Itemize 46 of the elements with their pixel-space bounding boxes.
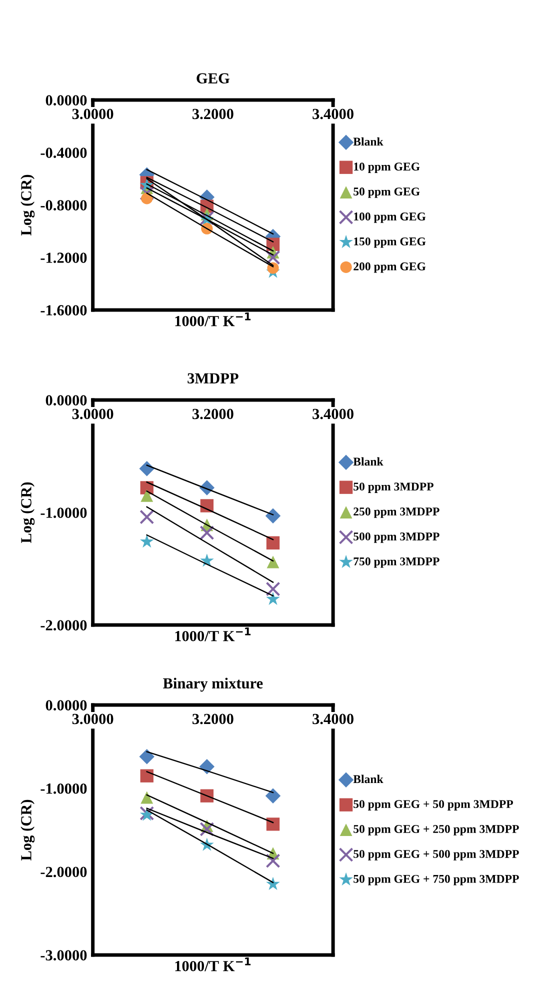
y-axis-title: Log (CR) (20, 482, 35, 544)
x-axis-title: 1000/T K$^{−1}$ (175, 627, 251, 642)
legend-label: 50 ppm GEG + 750 ppm 3MDPP (354, 874, 519, 886)
legend-label: 500 ppm 3MDPP (354, 532, 440, 543)
chart-title: Binary mixture (163, 678, 263, 692)
y-tick-label: -1.0000 (40, 783, 87, 794)
legend-label: 100 ppm GEG (354, 212, 426, 223)
y-tick-label: -3.0000 (40, 950, 87, 961)
y-tick-label: 0.0000 (46, 700, 87, 711)
x-tick-label: 3.2000 (192, 108, 234, 120)
legend-label: 50 ppm GEG (354, 188, 420, 198)
x-tick-label: 3.0000 (72, 408, 114, 420)
x-tick-label: 3.2000 (192, 714, 234, 724)
x-tick-label: 3.0000 (72, 108, 114, 120)
legend-label: 250 ppm 3MDPP (354, 508, 440, 518)
legend-label: 750 ppm 3MDPP (354, 557, 440, 568)
y-tick-label: -0.8000 (40, 200, 87, 211)
y-tick-label: -2.0000 (40, 866, 87, 878)
x-axis-title: 1000/T K$^{−1}$ (175, 312, 251, 326)
y-axis-title: Log (CR) (20, 800, 35, 861)
x-tick-label: 3.2000 (192, 408, 234, 420)
x-tick-label: 3.4000 (312, 108, 354, 120)
legend-label: 150 ppm GEG (354, 237, 426, 248)
legend-label: Blank (353, 457, 384, 466)
x-tick-label: 3.4000 (312, 714, 354, 724)
chart-title: 3MDPP (188, 373, 238, 384)
x-tick-label: 3.0000 (72, 714, 114, 724)
y-tick-label: -1.0000 (40, 508, 87, 518)
y-axis-title: Log (CR) (20, 174, 35, 236)
legend-label: 200 ppm GEG (354, 262, 426, 273)
x-tick-label: 3.4000 (312, 408, 354, 420)
y-tick-label: -2.0000 (40, 620, 87, 631)
y-tick-label: 0.0000 (46, 95, 87, 106)
legend-label: 50 ppm GEG + 500 ppm 3MDPP (354, 850, 519, 860)
chart-title: GEG (196, 73, 230, 84)
y-tick-label: -0.4000 (40, 148, 87, 158)
legend-label: Blank (353, 137, 384, 146)
legend-label: 50 ppm GEG + 250 ppm 3MDPP (354, 825, 519, 836)
legend-label: Blank (353, 774, 384, 784)
y-tick-label: -1.2000 (40, 252, 87, 264)
x-axis-title: 1000/T K$^{−1}$ (175, 957, 251, 972)
legend-label: 50 ppm GEG + 50 ppm 3MDPP (354, 800, 514, 810)
legend-label: 10 ppm GEG (354, 162, 420, 173)
y-tick-label: -1.6000 (40, 305, 87, 316)
y-tick-label: 0.0000 (46, 395, 87, 406)
legend-label: 50 ppm 3MDPP (354, 482, 434, 493)
